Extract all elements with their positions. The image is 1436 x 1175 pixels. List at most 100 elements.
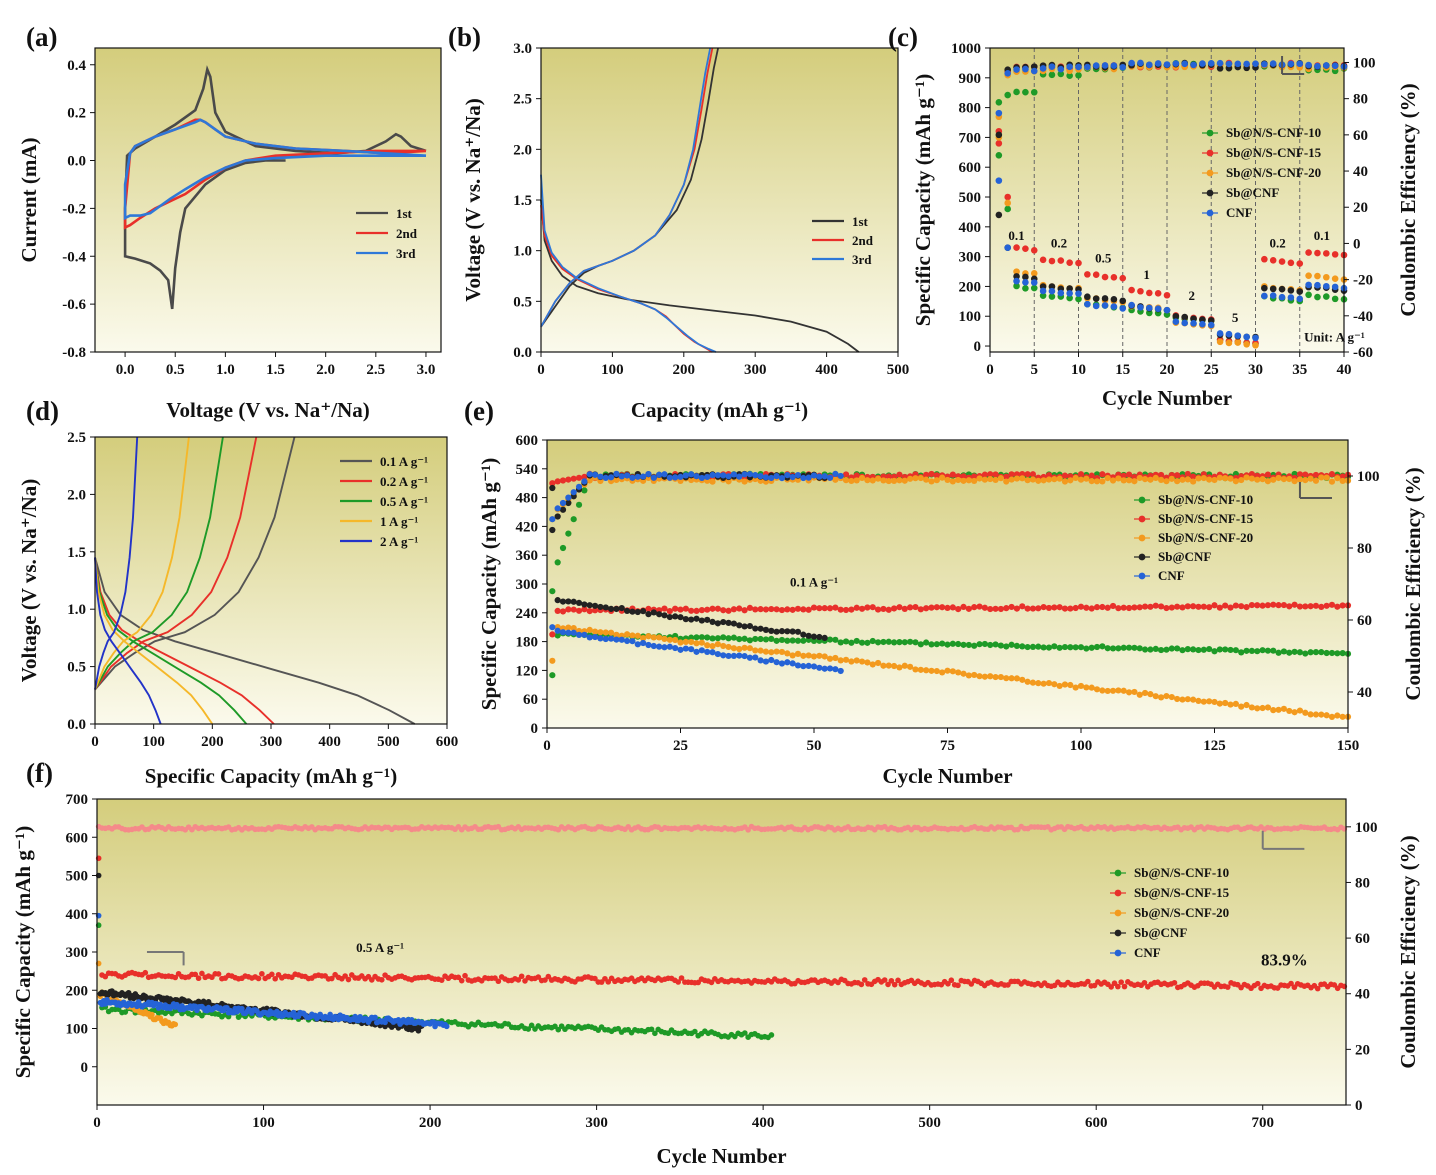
capacity-point	[832, 666, 839, 673]
capacity-point	[976, 641, 983, 648]
capacity-point	[1190, 315, 1197, 323]
efficiency-point	[575, 474, 583, 481]
capacity-point	[778, 648, 786, 656]
capacity-point	[971, 604, 978, 611]
capacity-point	[1168, 693, 1175, 701]
capacity-point	[1287, 287, 1295, 294]
legend-marker	[1206, 209, 1214, 217]
efficiency-point	[1252, 60, 1259, 67]
capacity-point	[752, 606, 759, 613]
efficiency-point	[725, 473, 732, 480]
efficiency-point	[575, 483, 583, 490]
capacity-point	[805, 632, 812, 639]
capacity-point	[1238, 603, 1245, 610]
capacity-point	[778, 636, 786, 644]
efficiency-point	[1328, 471, 1336, 478]
panel-label: (e)	[464, 396, 494, 426]
efficiency-point	[1093, 478, 1101, 485]
legend-marker	[1138, 515, 1146, 523]
efficiency-point	[1259, 476, 1266, 483]
capacity-point	[944, 667, 951, 674]
capacity-point	[688, 646, 695, 653]
efficiency-point	[1296, 476, 1304, 483]
efficiency-point	[987, 475, 994, 483]
capacity-point	[607, 605, 615, 612]
capacity-point	[1039, 287, 1047, 295]
capacity-point	[864, 639, 871, 646]
capacity-point	[1019, 676, 1026, 683]
efficiency-point	[1077, 471, 1085, 478]
capacity-point	[896, 664, 903, 671]
capacity-point	[677, 614, 684, 621]
capacity-point	[1163, 306, 1171, 314]
capacity-point	[928, 604, 935, 611]
capacity-point	[880, 605, 887, 613]
capacity-point	[1278, 285, 1286, 293]
capacity-point	[1137, 287, 1144, 295]
capacity-point	[591, 633, 599, 641]
efficiency-point	[1048, 71, 1056, 79]
y-right-tick-label: 100	[1357, 469, 1380, 485]
capacity-point	[329, 975, 335, 982]
capacity-point	[955, 669, 962, 676]
capacity-point	[1331, 251, 1339, 258]
capacity-point	[1048, 257, 1056, 265]
y-tick-label: 900	[959, 71, 982, 87]
efficiency-point	[554, 478, 561, 485]
capacity-point	[968, 981, 975, 987]
capacity-point	[1004, 193, 1011, 201]
capacity-point	[1013, 244, 1020, 251]
capacity-point	[971, 642, 978, 649]
capacity-point	[995, 211, 1003, 219]
capacity-point	[1048, 287, 1056, 295]
capacity-point	[987, 605, 994, 613]
capacity-point	[730, 645, 738, 652]
capacity-point	[714, 641, 721, 648]
capacity-point	[1307, 603, 1314, 610]
capacity-point	[559, 608, 567, 615]
y-tick-label: 0.0	[513, 345, 532, 361]
capacity-point	[195, 975, 202, 982]
capacity-point	[1206, 645, 1213, 653]
efficiency-point	[1243, 60, 1250, 68]
retention-label: 83.9%	[1261, 950, 1308, 969]
capacity-point	[789, 628, 796, 635]
capacity-point	[794, 650, 802, 657]
efficiency-point	[1066, 72, 1073, 79]
legend-marker	[1138, 553, 1146, 561]
rate-note: 0.1 A g⁻¹	[790, 574, 838, 589]
capacity-point	[629, 632, 636, 639]
capacity-point	[1190, 646, 1197, 653]
capacity-point	[714, 605, 721, 612]
efficiency-point	[1264, 478, 1271, 485]
capacity-point	[757, 625, 764, 632]
capacity-point	[794, 628, 802, 635]
capacity-point	[542, 977, 548, 983]
plot-area	[123, 65, 427, 310]
capacity-point	[570, 598, 577, 605]
capacity-point	[378, 977, 385, 983]
efficiency-point	[933, 472, 940, 479]
efficiency-point	[981, 471, 988, 478]
capacity-point	[1254, 980, 1261, 987]
capacity-point	[1286, 707, 1293, 715]
efficiency-point	[575, 501, 583, 508]
capacity-point	[778, 660, 786, 667]
capacity-point	[874, 639, 882, 646]
x-tick-label: 50	[807, 738, 822, 754]
capacity-point	[800, 637, 807, 644]
y-tick-label: 800	[959, 101, 982, 117]
efficiency-point	[800, 474, 807, 482]
x-tick-label: 600	[1085, 1115, 1108, 1131]
capacity-point	[570, 629, 577, 636]
efficiency-point	[912, 475, 919, 482]
efficiency-point	[1019, 470, 1026, 478]
efficiency-point	[805, 474, 812, 481]
legend-label: Sb@N/S-CNF-15	[1158, 511, 1254, 526]
capacity-point	[746, 637, 754, 644]
capacity-point	[1099, 643, 1106, 650]
x-tick-label: 0	[537, 362, 545, 378]
discharge-curve	[94, 557, 248, 725]
capacity-point	[1019, 603, 1026, 610]
capacity-point	[652, 1030, 658, 1037]
